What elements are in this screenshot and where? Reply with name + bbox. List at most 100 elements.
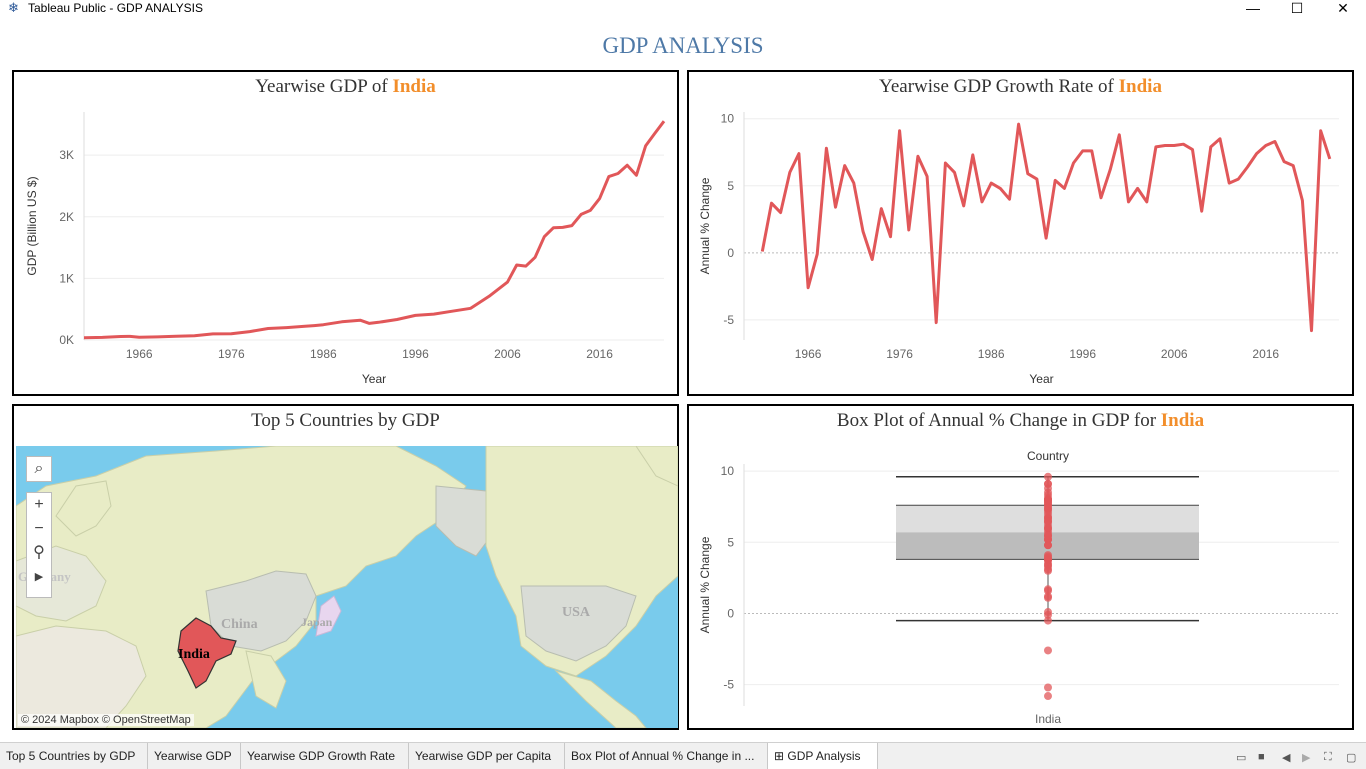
tab-top-5-countries[interactable]: Top 5 Countries by GDP bbox=[0, 743, 148, 769]
gdp-x-tick: 1986 bbox=[310, 347, 337, 361]
growth-y-tick: 5 bbox=[727, 179, 734, 193]
box-data-point bbox=[1044, 509, 1052, 518]
central-america-land bbox=[554, 669, 647, 728]
growth-title-country: India bbox=[1118, 76, 1162, 97]
box-x-category: India bbox=[1035, 712, 1061, 726]
tab-yearwise-gdp-growth-rate[interactable]: Yearwise GDP Growth Rate bbox=[241, 743, 409, 769]
growth-x-tick: 1986 bbox=[978, 347, 1005, 361]
southeast-asia-land bbox=[245, 650, 287, 709]
zoom-out-icon[interactable]: − bbox=[34, 520, 44, 537]
window-titlebar: ❄ Tableau Public - GDP ANALYSIS — ☐ ✕ bbox=[0, 0, 1366, 18]
growth-x-tick: 2006 bbox=[1161, 347, 1188, 361]
expand-toolbar-icon[interactable]: ▶ bbox=[34, 571, 44, 583]
box-data-point bbox=[1044, 692, 1052, 701]
dashboard-title: GDP ANALYSIS bbox=[602, 33, 764, 58]
map-attribution[interactable]: © 2024 Mapbox © OpenStreetMap bbox=[18, 714, 194, 726]
gdp-line-chart[interactable]: 0K 1K 2K 3K 1966 1976 1986 1996 2006 2016 Year GDP … bbox=[14, 72, 677, 394]
map-zoom-controls: + − ⚲ ▶ bbox=[26, 492, 52, 598]
africa-land bbox=[16, 625, 147, 728]
box-y-tick: 5 bbox=[727, 535, 734, 549]
tab-box-plot[interactable]: Box Plot of Annual % Change in ... bbox=[565, 743, 768, 769]
box-data-point bbox=[1044, 531, 1052, 540]
growth-panel: Yearwise GDP Growth Rate of India -5 0 5 10… bbox=[687, 70, 1354, 396]
growth-x-tick: 1976 bbox=[886, 347, 913, 361]
gdp-y-tick: 0K bbox=[59, 333, 74, 347]
box-column-header: Country bbox=[1027, 449, 1069, 463]
filmstrip-icon[interactable]: ▭ bbox=[1236, 752, 1247, 764]
zoom-in-icon[interactable]: + bbox=[34, 496, 44, 513]
growth-x-tick: 1966 bbox=[795, 347, 822, 361]
growth-y-label: Annual % Change bbox=[698, 177, 712, 274]
search-icon[interactable]: ⌕ bbox=[34, 460, 44, 477]
greenland-land bbox=[635, 446, 678, 487]
map-label-china: China bbox=[221, 617, 258, 632]
box-title-prefix: Box Plot of Annual % Change in GDP for bbox=[836, 410, 1157, 431]
box-y-label: Annual % Change bbox=[698, 536, 712, 633]
minimize-button[interactable]: — bbox=[1246, 0, 1260, 16]
box-title-country: India bbox=[1160, 410, 1205, 431]
map-search-control[interactable]: ⌕ bbox=[26, 456, 52, 482]
box-data-point bbox=[1044, 646, 1052, 655]
tab-yearwise-gdp-per-capita[interactable]: Yearwise GDP per Capita bbox=[409, 743, 565, 769]
grid-icon: ⊞ bbox=[774, 749, 785, 763]
box-y-tick: -5 bbox=[723, 678, 734, 692]
box-data-point bbox=[1044, 504, 1052, 513]
box-y-tick: 10 bbox=[721, 464, 735, 478]
box-plot-chart[interactable]: Country -5 0 5 10 Annual % Change India bbox=[689, 406, 1352, 728]
fullscreen-icon[interactable]: ⛶ bbox=[1324, 751, 1332, 763]
tab-gdp-analysis[interactable]: ⊞ GDP Analysis bbox=[768, 743, 878, 769]
growth-y-tick: -5 bbox=[723, 313, 734, 327]
map-panel-title: Top 5 Countries by GDP bbox=[251, 410, 440, 431]
map-label-india: India bbox=[178, 647, 210, 662]
box-data-point bbox=[1044, 553, 1052, 562]
box-data-point bbox=[1044, 610, 1052, 619]
growth-x-tick: 1996 bbox=[1069, 347, 1096, 361]
box-data-point bbox=[1044, 585, 1052, 594]
gdp-panel-title: Yearwise GDP of India bbox=[14, 76, 677, 98]
india-highlight[interactable] bbox=[177, 617, 237, 689]
gdp-y-tick: 2K bbox=[59, 210, 74, 224]
growth-panel-title: Yearwise GDP Growth Rate of India bbox=[689, 76, 1352, 98]
box-data-point bbox=[1044, 683, 1052, 692]
box-data-point bbox=[1044, 593, 1052, 602]
gdp-x-tick: 2006 bbox=[494, 347, 521, 361]
presentation-icon[interactable]: ▢ bbox=[1346, 752, 1357, 764]
growth-x-tick: 2016 bbox=[1252, 347, 1279, 361]
growth-x-label: Year bbox=[1029, 372, 1053, 386]
gdp-panel: Yearwise GDP of India 0K 1K 2K 3K 1966 1976 19… bbox=[12, 70, 679, 396]
sheet-tab-bar: Top 5 Countries by GDP Yearwise GDP Year… bbox=[0, 742, 1366, 769]
box-data-point bbox=[1044, 541, 1052, 550]
scandinavia-land bbox=[55, 480, 112, 537]
box-data-point bbox=[1044, 516, 1052, 525]
growth-line-chart[interactable]: -5 0 5 10 1966 1976 1986 1996 2006 2016 Year Annual… bbox=[689, 72, 1352, 394]
map-label-usa: USA bbox=[562, 605, 591, 620]
gdp-y-label: GDP (Billion US $) bbox=[25, 176, 39, 275]
map-panel: Top 5 Countries by GDP bbox=[12, 404, 679, 730]
box-data-point bbox=[1044, 565, 1052, 574]
map-label-japan: Japan bbox=[301, 615, 333, 629]
growth-y-tick: 10 bbox=[721, 112, 735, 126]
box-data-point bbox=[1044, 472, 1052, 481]
tab-gdp-analysis-label: GDP Analysis bbox=[787, 749, 861, 763]
gdp-title-prefix: Yearwise GDP of bbox=[255, 76, 388, 97]
prev-sheet-icon[interactable]: ◀ bbox=[1282, 752, 1291, 764]
gdp-x-tick: 1966 bbox=[126, 347, 153, 361]
sheet-sorter-icon[interactable]: ■ bbox=[1258, 751, 1265, 763]
usa-land[interactable] bbox=[520, 585, 637, 662]
gdp-series-line bbox=[83, 120, 666, 340]
box-y-tick: 0 bbox=[727, 606, 734, 620]
pin-icon[interactable]: ⚲ bbox=[33, 544, 45, 561]
box-data-point bbox=[1044, 479, 1052, 488]
close-button[interactable]: ✕ bbox=[1337, 0, 1349, 16]
tableau-snowflake-icon: ❄ bbox=[8, 0, 19, 15]
gdp-x-tick: 1976 bbox=[218, 347, 245, 361]
growth-y-tick: 0 bbox=[727, 246, 734, 260]
box-panel-title: Box Plot of Annual % Change in GDP for I… bbox=[689, 410, 1352, 432]
map-canvas: China Japan India USA Germany bbox=[16, 446, 678, 728]
world-map[interactable]: China Japan India USA Germany ⌕ + − ⚲ ▶ … bbox=[16, 446, 678, 728]
tab-yearwise-gdp[interactable]: Yearwise GDP bbox=[148, 743, 241, 769]
window-title: Tableau Public - GDP ANALYSIS bbox=[28, 1, 203, 15]
maximize-button[interactable]: ☐ bbox=[1290, 0, 1304, 16]
next-sheet-icon[interactable]: ▶ bbox=[1302, 752, 1311, 764]
gdp-title-country: India bbox=[392, 76, 436, 97]
